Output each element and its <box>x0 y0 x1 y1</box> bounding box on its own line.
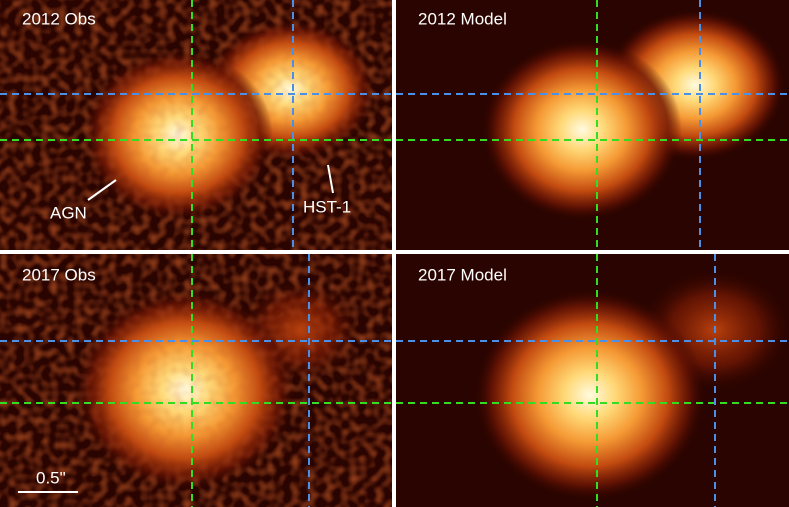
annotation: AGN <box>50 203 87 222</box>
panel-title: 2017 Obs <box>22 265 96 284</box>
panel: 2017 Obs 0.5" <box>0 254 392 507</box>
panel: 2012 Model <box>396 0 789 250</box>
panel: 2017 Model <box>396 254 789 507</box>
panel-title: 2017 Model <box>418 265 507 284</box>
panel-title: 2012 Model <box>418 9 507 28</box>
panel-title: 2012 Obs <box>22 9 96 28</box>
annotation: HST-1 <box>303 197 351 216</box>
panel: 2012 Obs AGN HST-1 <box>0 0 392 250</box>
scale-bar-label: 0.5" <box>36 468 66 487</box>
